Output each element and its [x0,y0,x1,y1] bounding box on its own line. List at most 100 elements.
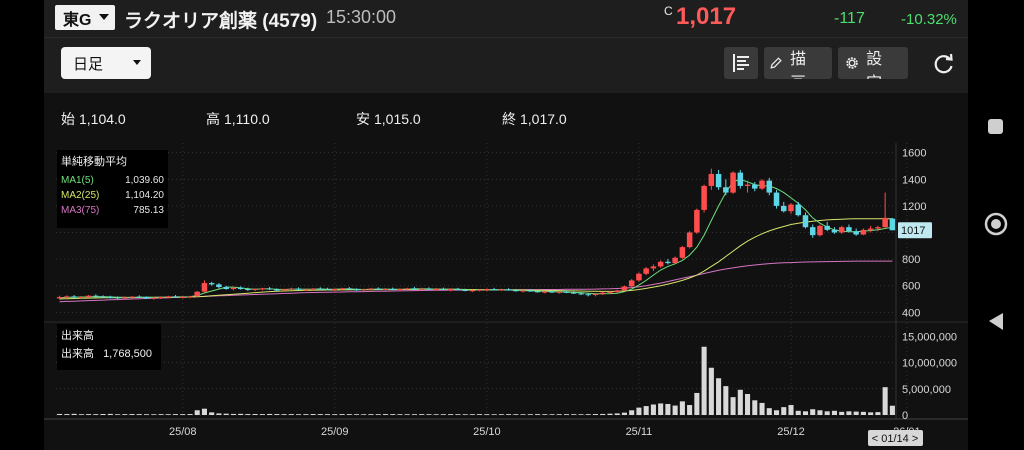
candle-body [165,296,171,298]
volume-bar [875,412,881,415]
candle-body [418,288,425,290]
volume-bar [115,414,121,415]
volume-bar [817,410,823,415]
volume-bar [701,346,707,415]
volume-bar [180,414,186,415]
volume-bar [411,414,417,415]
volume-bar [288,414,294,415]
chevron-down-icon [133,60,141,65]
volume-bar [209,412,215,415]
volume-bar [600,413,606,415]
candle-body [208,283,215,285]
candle-body [353,289,360,291]
volume-bar [194,410,200,415]
candle-body [650,266,657,269]
candle-body [56,297,63,299]
ohlc-open: 始 1,104.0 [61,109,126,129]
recent-apps-icon[interactable] [988,119,1003,134]
candle-body [571,292,577,294]
home-icon[interactable] [984,212,1008,236]
volume-bar [542,414,548,415]
volume-bar [368,414,374,415]
volume-bar [730,397,736,415]
ma1-line [59,178,893,299]
volume-bar [484,414,490,415]
volume-bar [296,414,302,415]
candle-body [476,289,483,291]
price-tick-label: 600 [902,281,920,293]
candle-body [151,297,157,299]
period-select[interactable]: 日足 [61,47,151,79]
volume-bar [716,378,722,415]
volume-bar [86,414,92,415]
candle-body [809,227,816,236]
volume-bar [469,414,475,415]
candle-body [889,218,896,231]
candle-body [346,288,353,290]
candle-body [491,289,497,291]
candle-body [339,288,345,290]
draw-button[interactable]: 描画 [764,47,832,79]
volume-bar [390,414,396,415]
volume-value: 1,768,500 [103,348,152,360]
candle-body [752,184,758,189]
volume-bar [650,404,656,415]
volume-bar [100,414,106,415]
candle-body [484,289,490,291]
volume-tick-label: 15,000,000 [902,331,957,343]
volume-bar [535,414,541,415]
back-icon[interactable] [989,313,1003,330]
candle-body [158,297,164,299]
stock-name: ラクオリア創薬 (4579) [124,11,318,32]
date-tick-label: 25/08 [169,426,197,438]
close-label: 終 [502,111,516,127]
candle-body [259,288,266,290]
volume-bar [766,408,772,415]
volume-bar [448,414,454,415]
chart-area[interactable]: 始 1,104.0 高 1,110.0 安 1,015.0 終 1,017.0 1600… [44,93,968,450]
volume-bar [136,414,142,415]
candle-body [599,292,606,294]
market-select[interactable]: 東G [55,5,115,30]
candlestick-chart[interactable]: 160014001200100080060040015,000,00010,00… [44,93,968,450]
quote-time: 15:30:00 [326,7,397,27]
volume-bar [549,414,555,415]
candle-body [860,229,867,235]
low-value: 1,015.0 [374,111,421,127]
candle-body [100,296,106,298]
volume-bar [346,414,352,415]
candle-body [368,288,374,290]
date-tick-label: 25/11 [626,426,653,438]
volume-bar [839,411,845,415]
volume-bar [303,414,309,415]
candle-body [78,297,85,299]
volume-bar [216,413,222,415]
bar-list-icon [733,54,749,72]
settings-button[interactable]: 設定 [838,47,908,79]
candle-body [411,288,418,290]
candle-body [730,172,736,193]
ma-legend-row: MA3(75) 785.13 [61,203,164,218]
volume-bar [694,392,700,415]
volume-bar [332,414,338,415]
system-nav-bar [968,0,1024,450]
high-value: 1,110.0 [224,111,270,127]
volume-bar [462,414,468,415]
indicator-list-button[interactable] [724,47,758,79]
candle-body [114,297,121,299]
candle-body [310,288,316,290]
candle-body [303,289,309,291]
ma2-name: MA2(25) [61,190,100,201]
volume-bar [78,414,84,415]
candle-body [563,291,570,293]
volume-bar [679,401,685,415]
candle-body [201,283,208,292]
candle-body [643,268,649,274]
volume-bar [853,411,859,415]
refresh-icon[interactable] [932,52,956,76]
candle-body [93,295,99,297]
candle-body [361,289,367,291]
price-tick-label: 1600 [902,148,926,160]
volume-bar [382,414,389,415]
candle-body [64,296,70,298]
